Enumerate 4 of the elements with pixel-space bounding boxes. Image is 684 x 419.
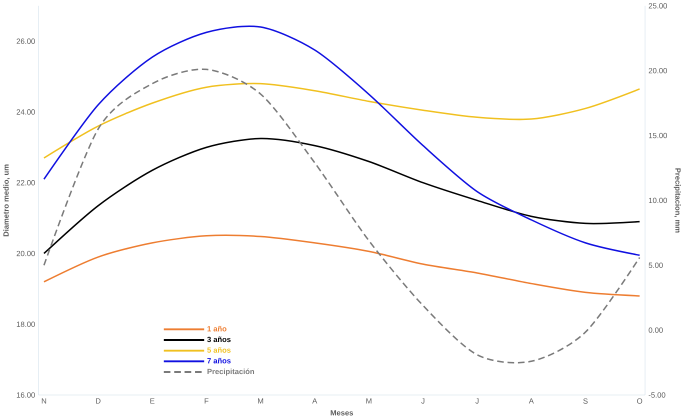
- line-series: [43, 234, 640, 297]
- line-series: [43, 138, 640, 254]
- line-series: [43, 26, 640, 256]
- line-series: [43, 83, 640, 159]
